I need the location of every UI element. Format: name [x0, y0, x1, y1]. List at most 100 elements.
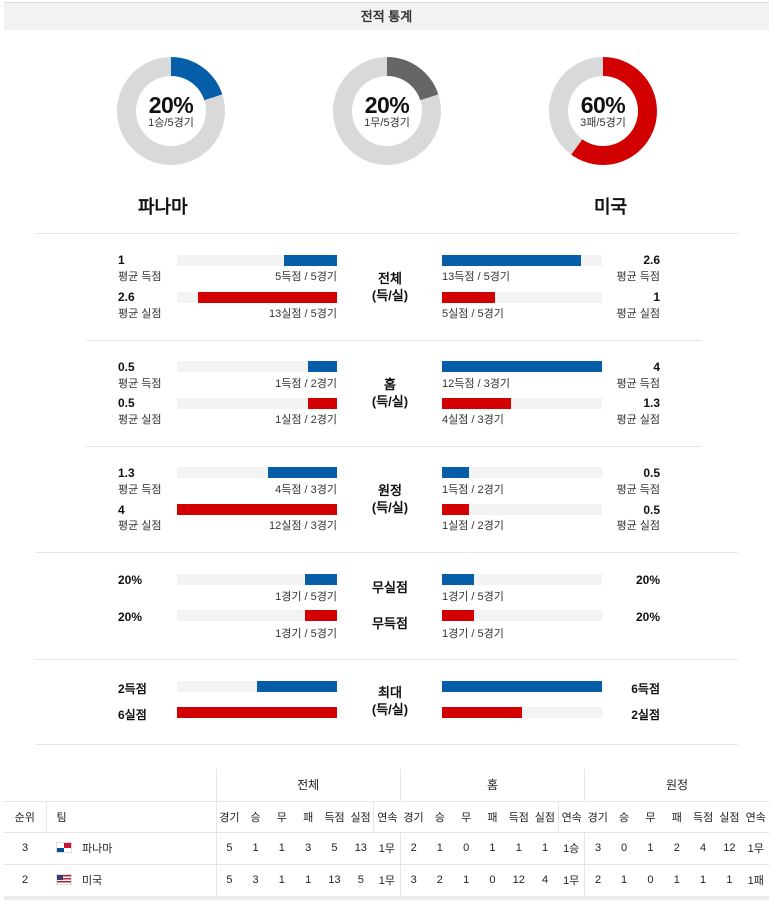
right-failed-to-score-track: [442, 610, 602, 621]
left-home-scored-track: [177, 361, 337, 372]
left-max-scored-track: [177, 681, 337, 692]
stat-cell: 0: [479, 864, 506, 897]
stat-cell: 3: [399, 864, 427, 897]
right-failed-to-score-value: 20%: [635, 610, 660, 624]
left-away-scored-value: 1.3: [118, 466, 135, 480]
stat-cell: 1승: [558, 832, 585, 865]
left-failed-to-score-value: 20%: [118, 610, 143, 624]
team-name: 미국: [82, 875, 103, 887]
left-clean-sheet-bar: [305, 574, 337, 585]
right-away-scored-track: [442, 467, 602, 478]
stat-cell: 1: [452, 864, 480, 897]
win-rate-value: 20%: [148, 92, 194, 118]
section-title-home: 홈 (득/실): [371, 377, 409, 409]
right-scored-bar: [442, 255, 582, 266]
stat-cell: 5: [215, 832, 243, 865]
rank-cell: 3: [4, 832, 46, 865]
right-clean-sheet-track: [442, 574, 602, 585]
column-header: 무: [452, 800, 480, 833]
stat-cell: 0: [610, 832, 638, 865]
right-home-scored-track: [442, 361, 602, 372]
column-header: 연속: [373, 800, 401, 833]
right-max-conceded-value: 2실점: [631, 708, 660, 722]
right-scored-bar-label: 13득점 / 5경기: [442, 271, 511, 283]
left-clean-sheet-bar-label: 1경기 / 5경기: [275, 591, 337, 603]
stat-cell: 1: [505, 832, 532, 865]
right-away-conceded-value: 0.5: [643, 503, 660, 517]
column-header: 승: [426, 800, 453, 833]
table-row: 3 파나마 5 1 1 3 5 13 1무 2 1 0 1 1 1 1승 3 0 1 2 4 12 1무: [4, 832, 769, 865]
right-failed-to-score-bar-label: 1경기 / 5경기: [442, 628, 504, 640]
team-cell: 파나마: [46, 832, 217, 865]
left-failed-to-score-track: [177, 610, 337, 621]
left-away-scored-bar: [268, 467, 337, 478]
stat-cell: 1: [268, 864, 295, 897]
section-title-clean-sheet: 무실점: [372, 580, 408, 595]
stat-cell: 1: [663, 864, 690, 897]
stat-cell: 13: [347, 832, 374, 865]
column-header: 팀: [45, 800, 217, 833]
section-title-total: 전체 (득/실): [371, 271, 409, 303]
right-max-conceded-bar: [442, 707, 522, 718]
stat-cell: 1: [268, 832, 295, 865]
right-max-conceded-track: [442, 707, 602, 718]
stat-cell: 2: [584, 864, 611, 897]
stat-cell: 5: [215, 864, 243, 897]
divider: [36, 552, 738, 553]
group-header-total: 전체: [215, 769, 401, 801]
left-max-conceded-bar: [177, 707, 337, 718]
right-clean-sheet-value: 20%: [635, 573, 660, 587]
panama-flag-icon: [56, 842, 72, 853]
column-header: 득점: [505, 800, 532, 833]
stat-cell: 4: [689, 832, 717, 865]
column-header: 패: [295, 800, 322, 833]
stat-cell: 2: [663, 832, 690, 865]
stat-cell: 1: [716, 864, 743, 897]
stat-cell: 1패: [742, 864, 769, 897]
left-away-scored-bar-label: 4득점 / 3경기: [275, 484, 337, 496]
left-home-conceded-bar: [308, 398, 337, 409]
team-name-left: 파나마: [138, 197, 188, 217]
right-scored-bar-track: [442, 255, 602, 266]
page-title: 전적 통계: [4, 2, 769, 30]
stat-cell: 4: [531, 864, 559, 897]
right-away-scored-label: 평균 득점: [616, 484, 660, 496]
left-away-conceded-bar-label: 12실점 / 3경기: [268, 520, 337, 532]
left-failed-to-score-bar: [305, 610, 337, 621]
right-home-conceded-track: [442, 398, 602, 409]
column-header: 실점: [716, 800, 743, 833]
left-scored-bar: [284, 255, 337, 266]
draw-rate-detail: 1무/5경기: [364, 117, 410, 129]
stat-cell: 0: [452, 832, 480, 865]
column-header: 실점: [347, 800, 374, 833]
right-home-conceded-bar: [442, 398, 511, 409]
divider: [36, 233, 738, 234]
group-header-home: 홈: [399, 769, 585, 801]
divider: [86, 446, 702, 447]
win-rate-donut: 20% 1승/5경기: [117, 57, 225, 165]
column-header: 경기: [400, 800, 427, 833]
left-home-conceded-track: [177, 398, 337, 409]
left-conceded-bar-label: 13실점 / 5경기: [268, 308, 337, 320]
section-title-away: 원정 (득/실): [371, 483, 409, 515]
right-failed-to-score-bar: [442, 610, 474, 621]
left-conceded-bar: [197, 292, 337, 303]
column-header: 승: [610, 800, 638, 833]
column-header: 순위: [4, 800, 46, 833]
left-away-scored-label: 평균 득점: [118, 484, 162, 496]
right-away-scored-bar-label: 1득점 / 2경기: [442, 484, 504, 496]
section-title-max: 최대 (득/실): [371, 685, 409, 717]
right-away-conceded-track: [442, 504, 602, 515]
column-header-row: 순위 팀 경기 승 무 패 득점 실점 연속 경기 승 무 패 득점 실점 연속 경기 승 무 패 득점 실점 연속: [4, 800, 769, 833]
right-max-scored-bar: [442, 681, 602, 692]
right-home-scored-bar: [442, 361, 602, 372]
right-away-conceded-bar: [442, 504, 470, 515]
left-home-scored-label: 평균 득점: [118, 378, 162, 390]
stat-cell: 0: [637, 864, 664, 897]
group-header-away: 원정: [584, 769, 769, 801]
stat-cell: 1무: [373, 832, 401, 865]
right-avg-conceded-label: 평균 실점: [616, 308, 660, 320]
right-conceded-bar-label: 5실점 / 5경기: [442, 308, 504, 320]
loss-rate-value: 60%: [580, 92, 626, 118]
draw-rate-donut: 20% 1무/5경기: [333, 57, 441, 165]
